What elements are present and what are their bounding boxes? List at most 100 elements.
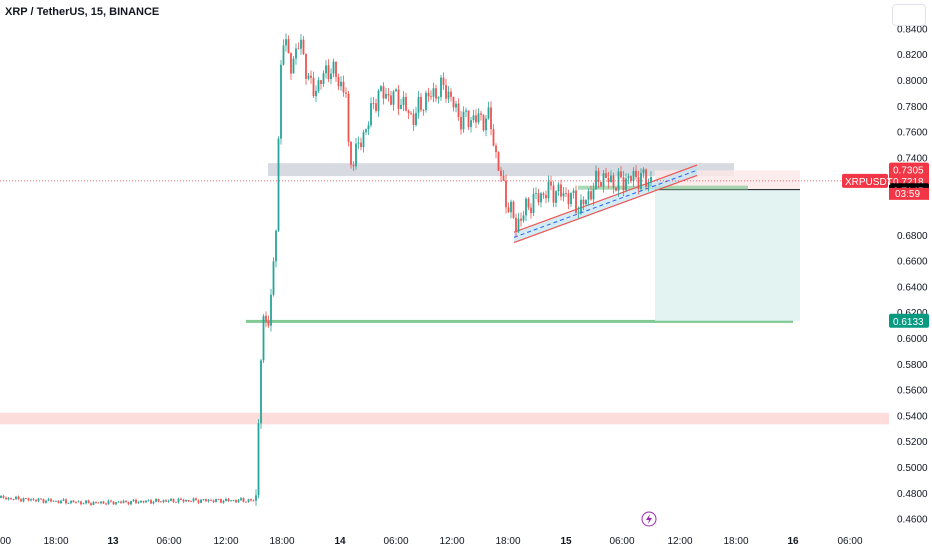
target-price-badge-text: 0.6133 [893,317,924,328]
candle-body [147,500,150,501]
candle-body [82,503,85,505]
candle-body [395,89,397,92]
symbol-badge [842,173,888,188]
candle-body [127,501,130,505]
candle-body [637,177,640,189]
candle-body [330,73,332,80]
candle-body [157,498,160,502]
candle-body [50,499,52,502]
candle-body [305,53,307,79]
candle-body [307,75,310,79]
candle-body [62,499,65,501]
candle-body [487,107,490,119]
candle-body [502,175,505,181]
candle-body [142,500,145,503]
candle-body [592,189,595,200]
candle-body [75,502,77,504]
candle-body [477,113,480,123]
symbol-title: XRP / TetherUS, 15, BINANCE [5,6,160,18]
x-tick-label: 16 [787,536,799,547]
candle-body [467,110,470,127]
candle-body [167,500,170,502]
candle-body [100,501,102,504]
y-tick-label: 0.5200 [897,437,928,448]
candle-body [72,500,75,503]
candle-body [327,65,330,80]
candle-body [172,498,175,502]
candle-body [337,77,340,87]
candle-body [387,93,390,96]
candle-body [297,48,300,50]
x-tick-label: 18:00 [723,536,748,547]
y-tick-label: 0.4600 [897,515,928,526]
candle-body [452,96,455,108]
candle-body [282,45,285,65]
candle-body [642,169,645,173]
candle-body [212,500,215,502]
candle-body [552,185,555,203]
candle-body [195,498,197,501]
candle-body [150,500,152,504]
candle-body [215,499,217,502]
x-tick-label: 06:00 [156,536,181,547]
candle-body [112,501,115,505]
candle-body [267,321,270,326]
settings-button[interactable] [892,4,926,26]
support-line-zone [246,319,793,323]
demand-zone [0,412,889,425]
y-tick-label: 0.4800 [897,489,928,500]
candle-body [97,502,100,504]
candle-body [22,498,25,502]
candle-body [217,499,220,500]
candle-body [205,499,207,502]
candle-body [182,499,185,502]
candle-body [360,142,362,148]
candle-body [105,503,107,505]
candle-body [342,81,345,93]
countdown-text: 03:59 [895,189,920,200]
candle-body [622,177,625,191]
y-tick-label: 0.7800 [897,102,928,113]
candle-body [350,141,352,165]
candle-body [257,423,260,496]
x-tick-label: 18:00 [495,536,520,547]
last-price-badge-text: 0.7218 [893,177,924,188]
symbol-badge-text: XRPUSDT [845,177,893,188]
candle-body [625,178,627,191]
candle-body [90,503,92,505]
y-tick-label: 0.6600 [897,257,928,268]
candle-body [392,91,395,105]
candle-body [542,193,545,196]
candle-body [35,500,37,502]
candle-body [372,103,375,104]
candle-body [610,175,612,183]
wedge-upper-line [513,164,698,233]
candle-body [450,91,452,97]
candle-body [630,176,632,182]
x-tick-label: 06:00 [383,536,408,547]
candle-body [107,500,110,505]
candle-body [65,499,67,504]
y-tick-label: 0.8000 [897,76,928,87]
candle-body [292,58,295,74]
candle-body [192,498,195,502]
candle-body [507,207,510,213]
x-tick-label: 06:00 [609,536,634,547]
candle-body [190,501,192,502]
candle-body [555,191,557,203]
x-tick-label: 12:00 [667,536,692,547]
candle-body [615,187,617,191]
candle-body [385,93,387,99]
candle-body [600,181,602,187]
candle-body [47,499,50,501]
candle-body [492,129,495,146]
candle-body [490,107,492,130]
candle-body [497,152,500,171]
candle-body [155,498,157,502]
candle-body [272,261,275,295]
candle-body [475,115,477,123]
candle-body [522,215,525,221]
candle-body [580,199,582,213]
candle-body [210,500,212,501]
